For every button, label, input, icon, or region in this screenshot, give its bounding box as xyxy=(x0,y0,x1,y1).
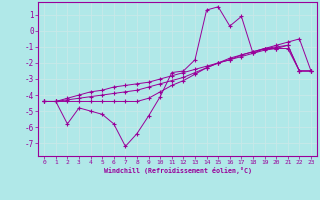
X-axis label: Windchill (Refroidissement éolien,°C): Windchill (Refroidissement éolien,°C) xyxy=(104,167,252,174)
